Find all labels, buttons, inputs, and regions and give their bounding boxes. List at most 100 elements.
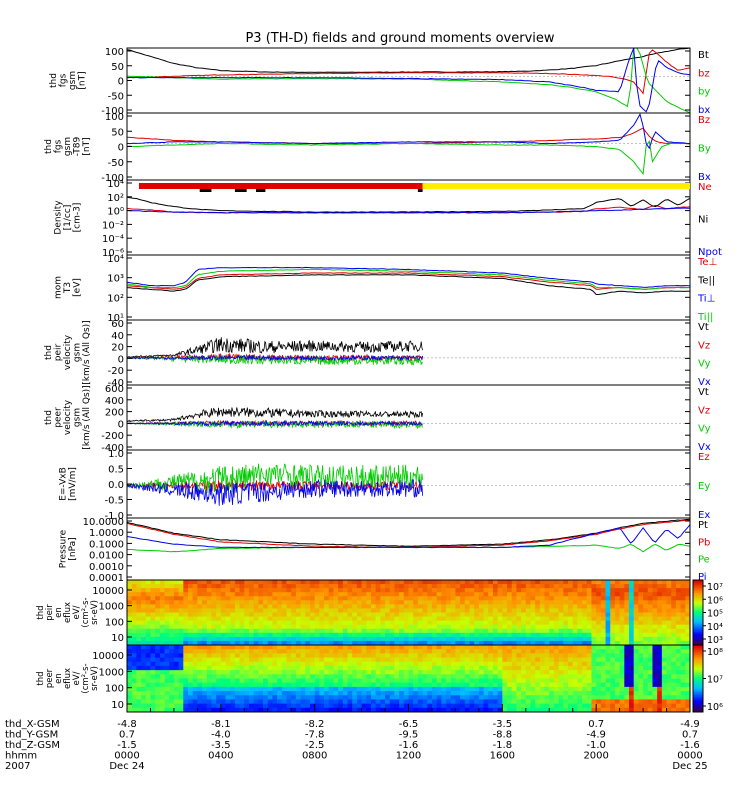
spectrogram-cell (244, 670, 250, 675)
spectrogram-cell (263, 608, 269, 613)
spectrogram-cell (657, 649, 663, 654)
spectrogram-cell (657, 588, 663, 593)
spectrogram-cell (619, 649, 625, 654)
spectrogram-cell (427, 649, 433, 654)
spectrogram-cell (244, 612, 250, 617)
ytick-label: 0.1000 (89, 539, 124, 550)
spectrogram-cell (230, 645, 236, 650)
spectrogram-cell (380, 653, 386, 658)
spectrogram-cell (558, 624, 564, 630)
spectrogram-cell (558, 636, 564, 642)
spectrogram-cell (244, 584, 250, 589)
legend-Ey: Ey (698, 481, 710, 492)
spectrogram-cell (314, 632, 320, 638)
spectrogram-cell (253, 612, 259, 617)
spectrogram-cell (408, 616, 414, 622)
spectrogram-cell (549, 653, 555, 658)
spectrogram-cell (614, 584, 621, 589)
spectrogram-cell (352, 604, 358, 609)
spectrogram-cell (159, 584, 165, 589)
spectrogram-cell (333, 636, 339, 642)
spectrogram-cell (586, 674, 592, 679)
spectrogram-cell (450, 632, 456, 638)
spectrogram-cell (295, 649, 301, 654)
spectrogram-cell (216, 592, 222, 597)
spectrogram-cell (258, 707, 264, 713)
spectrogram-cell (399, 584, 405, 589)
spectrogram-cell (614, 616, 621, 622)
spectrogram-cell (488, 665, 494, 671)
spectrogram-cell (661, 592, 667, 597)
spectrogram-cell (230, 604, 236, 609)
spectrogram-cell (305, 653, 311, 658)
spectrogram-cell (619, 584, 625, 589)
spectrogram-cell (450, 670, 456, 675)
spectrogram-cell (230, 665, 236, 671)
spectrogram-cell (582, 682, 588, 688)
spectrogram-cell (352, 592, 358, 597)
ephem-value: 0000 (677, 751, 702, 762)
spectrogram-cell (511, 616, 517, 622)
spectrogram-cell (464, 707, 470, 713)
spectrogram-cell (643, 661, 649, 667)
colorbar-cell (693, 638, 703, 641)
spectrogram-cell (164, 640, 170, 646)
spectrogram-cell (211, 699, 217, 705)
spectrogram-cell (338, 674, 344, 679)
spectrogram-cell (305, 691, 311, 696)
spectrogram-cell (563, 686, 569, 692)
spectrogram-cell (413, 616, 419, 622)
spectrogram-cell (131, 620, 137, 626)
spectrogram-cell (614, 657, 621, 663)
spectrogram-cell (582, 628, 588, 634)
spectrogram-cell (399, 592, 405, 597)
spectrogram-cell (319, 674, 325, 679)
spectrogram-cell (131, 657, 137, 663)
spectrogram-cell (483, 649, 489, 654)
spectrogram-cell (446, 674, 452, 679)
spectrogram-cell (596, 707, 602, 713)
spectrogram-cell (502, 588, 508, 593)
spectrogram-cell (619, 665, 625, 671)
spectrogram-cell (488, 580, 494, 585)
spectrogram-cell (478, 588, 484, 593)
spectrogram-cell (220, 699, 226, 705)
spectrogram-cell (633, 608, 639, 613)
spectrogram-cell (248, 636, 255, 642)
spectrogram-cell (338, 686, 344, 692)
spectrogram-cell (169, 703, 175, 709)
spectrogram-cell (474, 678, 480, 684)
spectrogram-cell (187, 691, 194, 696)
spectrogram-cell (417, 580, 423, 585)
spectrogram-cell (380, 686, 386, 692)
spectrogram-cell (164, 678, 170, 684)
spectrogram-cell (488, 674, 494, 679)
spectrogram-cell (361, 640, 367, 646)
spectrogram-cell (460, 608, 466, 613)
spectrogram-cell (511, 665, 517, 671)
spectrogram-cell (666, 632, 672, 638)
spectrogram-cell (141, 584, 147, 589)
spectrogram-cell (488, 628, 494, 634)
spectrogram-cell (399, 678, 405, 684)
spectrogram-cell (314, 691, 320, 696)
spectrogram-cell (441, 657, 447, 663)
spectrogram-cell (173, 674, 180, 679)
spectrogram-cell (173, 588, 180, 593)
spectrogram-cell (366, 699, 372, 705)
spectrogram-cell (361, 624, 367, 630)
spectrogram-cell (436, 670, 442, 675)
spectrogram-cell (624, 707, 630, 713)
spectrogram-cell (568, 703, 574, 709)
spectrogram-cell (464, 686, 470, 692)
spectrogram-cell (605, 624, 611, 630)
spectrogram-cell (216, 628, 222, 634)
spectrogram-cell (295, 580, 301, 585)
spectrogram-cell (577, 592, 583, 597)
spectrogram-cell (211, 678, 217, 684)
spectrogram-cell (680, 604, 686, 609)
spectrogram-cell (549, 691, 555, 696)
spectrogram-cell (187, 624, 194, 630)
spectrogram-cell (629, 665, 635, 671)
spectrogram-cell (535, 580, 541, 585)
